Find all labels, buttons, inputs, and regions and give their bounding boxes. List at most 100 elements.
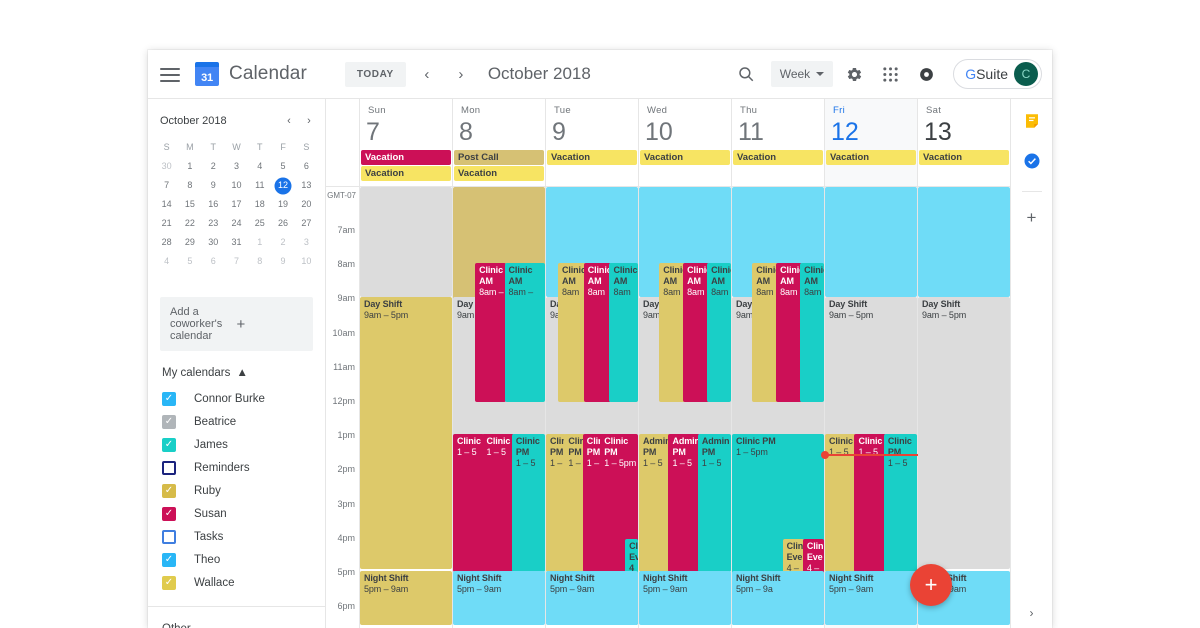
- all-day-event-chip[interactable]: Vacation: [640, 150, 730, 165]
- calendar-list-item[interactable]: ✓ Susan: [148, 502, 325, 525]
- chevron-right-icon[interactable]: ›: [1029, 606, 1034, 620]
- all-day-event-chip[interactable]: Vacation: [361, 166, 451, 181]
- calendar-event[interactable]: Clinic 1 – 5: [854, 434, 886, 572]
- calendar-checkbox[interactable]: [162, 529, 176, 544]
- mini-calendar-day[interactable]: 29: [184, 237, 195, 247]
- gear-icon[interactable]: [839, 59, 869, 89]
- support-icon[interactable]: [911, 59, 941, 89]
- mini-calendar-day[interactable]: 2: [280, 237, 286, 247]
- mini-calendar-day[interactable]: 10: [231, 180, 242, 190]
- calendar-event[interactable]: Clinic AM 8am –: [475, 263, 507, 402]
- mini-calendar-day[interactable]: 8: [187, 180, 193, 190]
- calendar-event[interactable]: Day Shift 9am – 5pm: [918, 297, 1010, 569]
- calendar-logo-icon[interactable]: 31: [195, 62, 219, 86]
- mini-calendar-day[interactable]: 27: [301, 218, 312, 228]
- calendar-checkbox[interactable]: ✓: [162, 391, 176, 406]
- calendar-event[interactable]: Clinic 1 – 5: [453, 434, 485, 572]
- mini-calendar-day[interactable]: 9: [280, 256, 286, 266]
- day-number-label[interactable]: 7: [366, 118, 380, 146]
- mini-calendar-day[interactable]: 3: [233, 161, 239, 171]
- mini-calendar-grid[interactable]: S M T W T F S 30 1 2 3 4 5 6 7 8 9 10 11 12 13 14 15 16 17 18 19 20…: [148, 135, 325, 271]
- avatar[interactable]: C: [1014, 62, 1038, 86]
- day-header-mon[interactable]: Mon 8 Post Call Vacation: [452, 99, 545, 186]
- hamburger-icon[interactable]: [160, 66, 182, 82]
- calendar-event[interactable]: Night Shift 5pm – 9a: [732, 571, 824, 625]
- day-number-label[interactable]: 13: [924, 118, 952, 146]
- today-button[interactable]: TODAY: [344, 61, 406, 87]
- create-event-fab[interactable]: +: [910, 564, 952, 606]
- all-day-event-chip[interactable]: Vacation: [826, 150, 916, 165]
- mini-calendar-day[interactable]: 31: [231, 237, 242, 247]
- all-day-event-chip[interactable]: Vacation: [547, 150, 637, 165]
- calendar-event[interactable]: Clinic PM1 –: [582, 434, 604, 572]
- calendar-event[interactable]: Admin PM 1 – 5: [668, 434, 700, 572]
- calendar-list-item[interactable]: Tasks: [148, 525, 325, 548]
- calendar-event[interactable]: Day Shift 9am – 5pm: [360, 297, 452, 569]
- my-calendars-header[interactable]: My calendars ▲: [148, 351, 325, 387]
- calendar-event[interactable]: [918, 187, 1010, 297]
- mini-calendar-day[interactable]: 14: [161, 199, 172, 209]
- mini-calendar-day[interactable]: 26: [278, 218, 289, 228]
- add-coworker-calendar-input[interactable]: Add a coworker's calendar +: [160, 297, 313, 351]
- mini-calendar-day[interactable]: 16: [208, 199, 219, 209]
- day-column-fri[interactable]: Day Shift 9am – 5pm Clinic 1 – 5 Clinic 1 – 5…: [821, 187, 918, 628]
- mini-calendar-day[interactable]: 13: [301, 180, 312, 190]
- day-column-sun[interactable]: Day Shift 9am – 5pm Night Shift 5pm – 9am: [359, 187, 452, 628]
- tasks-check-icon[interactable]: [1022, 151, 1042, 171]
- chevron-up-icon[interactable]: ▲: [236, 367, 248, 379]
- mini-calendar-day[interactable]: 11: [255, 180, 265, 190]
- calendar-event[interactable]: Admin PM 1 – 5: [639, 434, 671, 572]
- mini-calendar-day[interactable]: 19: [278, 199, 289, 209]
- mini-calendar-day[interactable]: 17: [231, 199, 242, 209]
- plus-icon[interactable]: +: [236, 315, 246, 333]
- mini-calendar-day[interactable]: 30: [161, 161, 172, 171]
- day-number-label[interactable]: 10: [645, 118, 673, 146]
- search-icon[interactable]: [731, 59, 761, 89]
- mini-calendar-day[interactable]: 25: [254, 218, 265, 228]
- calendar-event[interactable]: Clinic PM 1 – 5: [883, 434, 917, 572]
- next-week-button[interactable]: ›: [458, 65, 464, 83]
- calendar-checkbox[interactable]: ✓: [162, 575, 176, 590]
- calendar-event[interactable]: Clinic PM1 –: [546, 434, 567, 572]
- calendar-list-item[interactable]: ✓ Wallace: [148, 571, 325, 594]
- calendar-event[interactable]: [360, 187, 452, 297]
- calendar-event[interactable]: [825, 187, 917, 297]
- calendar-checkbox[interactable]: ✓: [162, 483, 176, 498]
- all-day-event-chip[interactable]: Vacation: [919, 150, 1009, 165]
- mini-calendar-day[interactable]: 3: [303, 237, 309, 247]
- grid-scroll-area[interactable]: GMT-07 7am 8am 9am 10am 11am 12pm 1pm 2pm 3pm 4pm…: [326, 187, 1010, 628]
- mini-calendar-day[interactable]: 6: [303, 161, 309, 171]
- mini-calendar-day[interactable]: 8: [257, 256, 263, 266]
- calendar-list-item[interactable]: ✓ Theo: [148, 548, 325, 571]
- calendar-checkbox[interactable]: [162, 460, 176, 475]
- day-header-sat[interactable]: Sat 13 Vacation: [917, 99, 1010, 186]
- mini-calendar-day[interactable]: 9: [210, 180, 216, 190]
- calendar-list-item[interactable]: ✓ James: [148, 433, 325, 456]
- mini-calendar-day[interactable]: 1: [187, 161, 193, 171]
- plus-icon[interactable]: +: [1026, 208, 1037, 227]
- calendar-list-item[interactable]: ✓ Ruby: [148, 479, 325, 502]
- calendar-event[interactable]: Clinic AM 8am –: [504, 263, 545, 402]
- day-number-label[interactable]: 12: [831, 118, 859, 146]
- day-header-thu[interactable]: Thu 11 Vacation: [731, 99, 824, 186]
- day-header-tue[interactable]: Tue 9 Vacation: [545, 99, 638, 186]
- mini-calendar-day[interactable]: 15: [184, 199, 195, 209]
- mini-calendar-day[interactable]: 6: [210, 256, 216, 266]
- calendar-event[interactable]: Clinic 1 – 5: [825, 434, 857, 572]
- other-calendars-header[interactable]: Other calendars ▲: [148, 606, 325, 628]
- mini-calendar-day[interactable]: 4: [164, 256, 170, 266]
- calendar-list-item[interactable]: ✓ Connor Burke: [148, 387, 325, 410]
